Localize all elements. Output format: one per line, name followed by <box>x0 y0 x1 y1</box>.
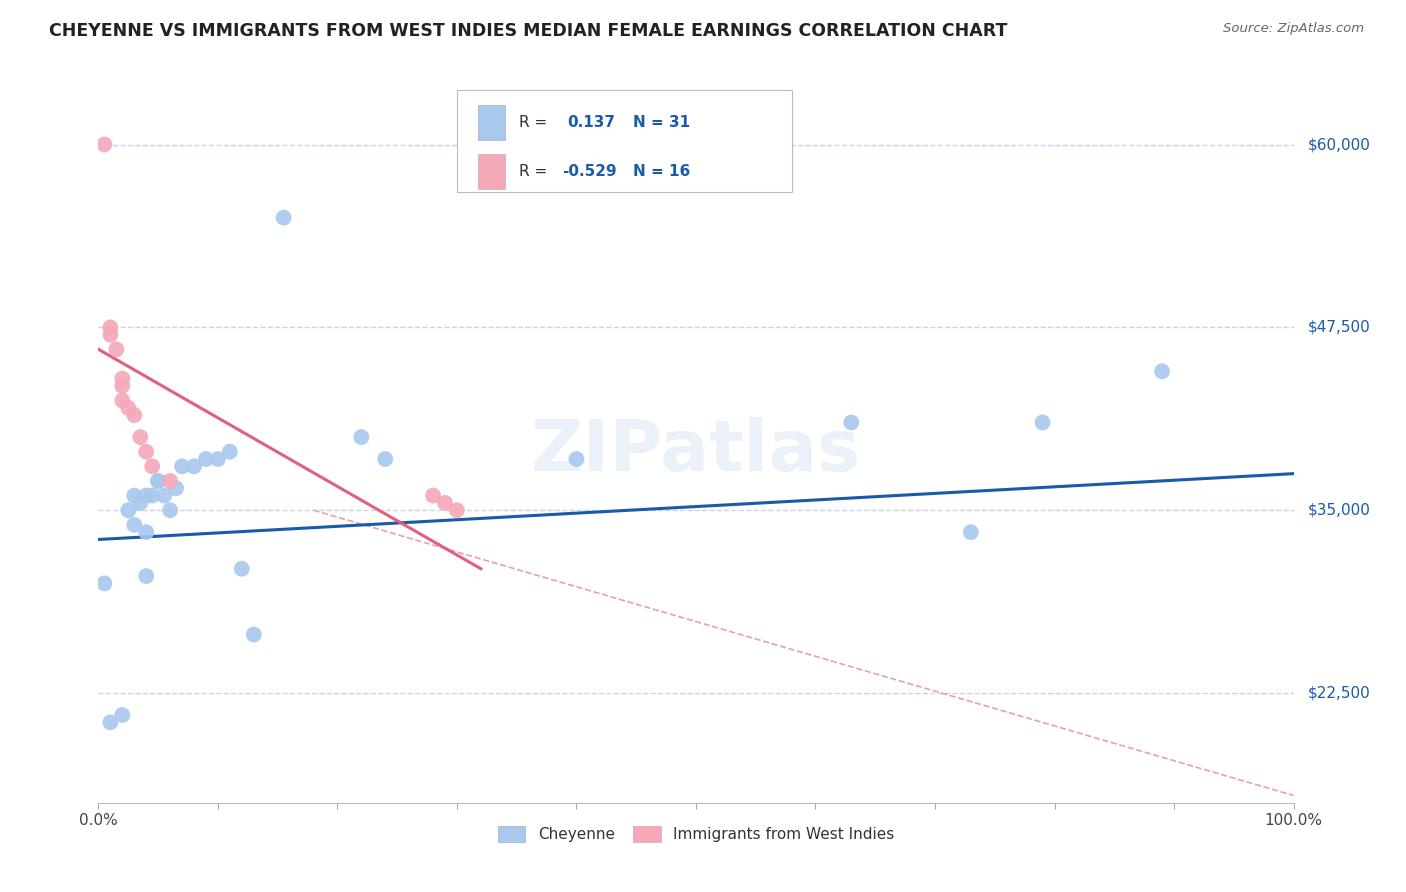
Point <box>135 569 157 583</box>
Text: $47,500: $47,500 <box>1308 320 1371 334</box>
Point <box>98 327 122 342</box>
Point <box>148 474 170 488</box>
Point <box>565 452 588 467</box>
Bar <box>457 90 792 192</box>
Point <box>165 481 187 495</box>
Point <box>135 525 157 540</box>
Point <box>183 459 205 474</box>
Point <box>111 371 134 385</box>
Text: N = 16: N = 16 <box>633 164 690 179</box>
Text: Source: ZipAtlas.com: Source: ZipAtlas.com <box>1223 22 1364 36</box>
Text: 0.137: 0.137 <box>567 115 614 130</box>
Point <box>231 562 253 576</box>
Point <box>153 489 176 503</box>
Point <box>111 393 134 408</box>
Point <box>422 489 444 503</box>
Text: R =: R = <box>519 115 547 130</box>
Point <box>93 576 115 591</box>
Point <box>141 459 163 474</box>
Text: $60,000: $60,000 <box>1308 137 1371 152</box>
Point <box>159 503 181 517</box>
Point <box>129 430 152 444</box>
Point <box>135 444 157 458</box>
Point <box>135 489 157 503</box>
Point <box>1032 416 1054 430</box>
Point <box>219 444 242 458</box>
Point <box>1152 364 1174 378</box>
Point <box>98 320 122 334</box>
Point <box>960 525 983 540</box>
Point <box>195 452 218 467</box>
Point <box>841 416 863 430</box>
Point <box>350 430 373 444</box>
Point <box>141 489 163 503</box>
Text: $22,500: $22,500 <box>1308 686 1371 700</box>
Point <box>124 408 146 422</box>
Point <box>98 715 122 730</box>
Point <box>207 452 229 467</box>
Point <box>273 211 295 225</box>
Point <box>129 496 152 510</box>
Point <box>446 503 468 517</box>
Point <box>93 137 115 152</box>
Point <box>243 627 266 641</box>
Text: -0.529: -0.529 <box>562 164 617 179</box>
Text: CHEYENNE VS IMMIGRANTS FROM WEST INDIES MEDIAN FEMALE EARNINGS CORRELATION CHART: CHEYENNE VS IMMIGRANTS FROM WEST INDIES … <box>49 22 1008 40</box>
Point <box>117 401 139 415</box>
Text: ZIPatlas: ZIPatlas <box>531 417 860 486</box>
Bar <box>478 105 505 140</box>
Point <box>111 379 134 393</box>
Bar <box>478 154 505 189</box>
Legend: Cheyenne, Immigrants from West Indies: Cheyenne, Immigrants from West Indies <box>491 819 901 850</box>
Text: R =: R = <box>519 164 547 179</box>
Text: $35,000: $35,000 <box>1308 503 1371 517</box>
Point <box>124 517 146 532</box>
Point <box>159 474 181 488</box>
Point <box>172 459 194 474</box>
Point <box>105 343 128 357</box>
Point <box>124 489 146 503</box>
Point <box>434 496 457 510</box>
Point <box>111 708 134 723</box>
Point <box>148 474 170 488</box>
Text: N = 31: N = 31 <box>633 115 690 130</box>
Point <box>117 503 139 517</box>
Point <box>374 452 396 467</box>
